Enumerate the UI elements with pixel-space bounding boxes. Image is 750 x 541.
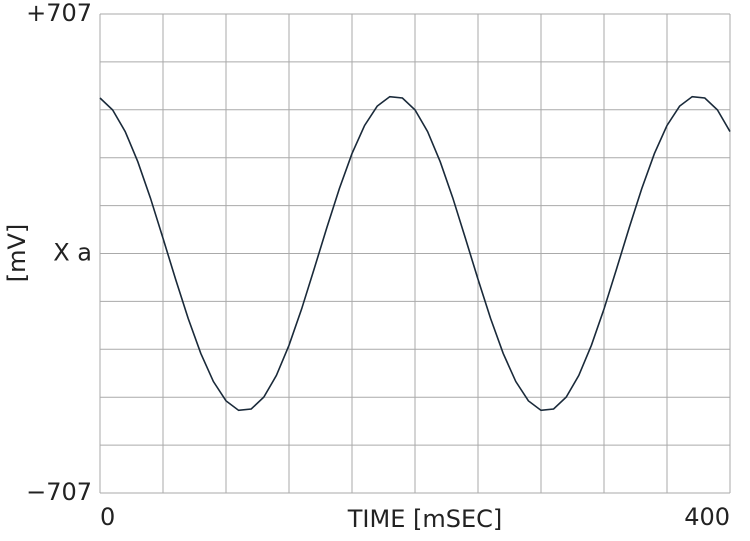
y-tick-label: +707 xyxy=(26,0,92,27)
line-series xyxy=(99,95,731,412)
x-tick-label: 0 xyxy=(100,503,115,531)
y-tick-label: −707 xyxy=(26,478,92,506)
y-tick-label: X a xyxy=(53,239,92,267)
x-axis-label: TIME [mSEC] xyxy=(347,505,503,533)
y-axis-label: [mV] xyxy=(3,224,31,283)
x-tick-label: 400 xyxy=(684,503,730,531)
